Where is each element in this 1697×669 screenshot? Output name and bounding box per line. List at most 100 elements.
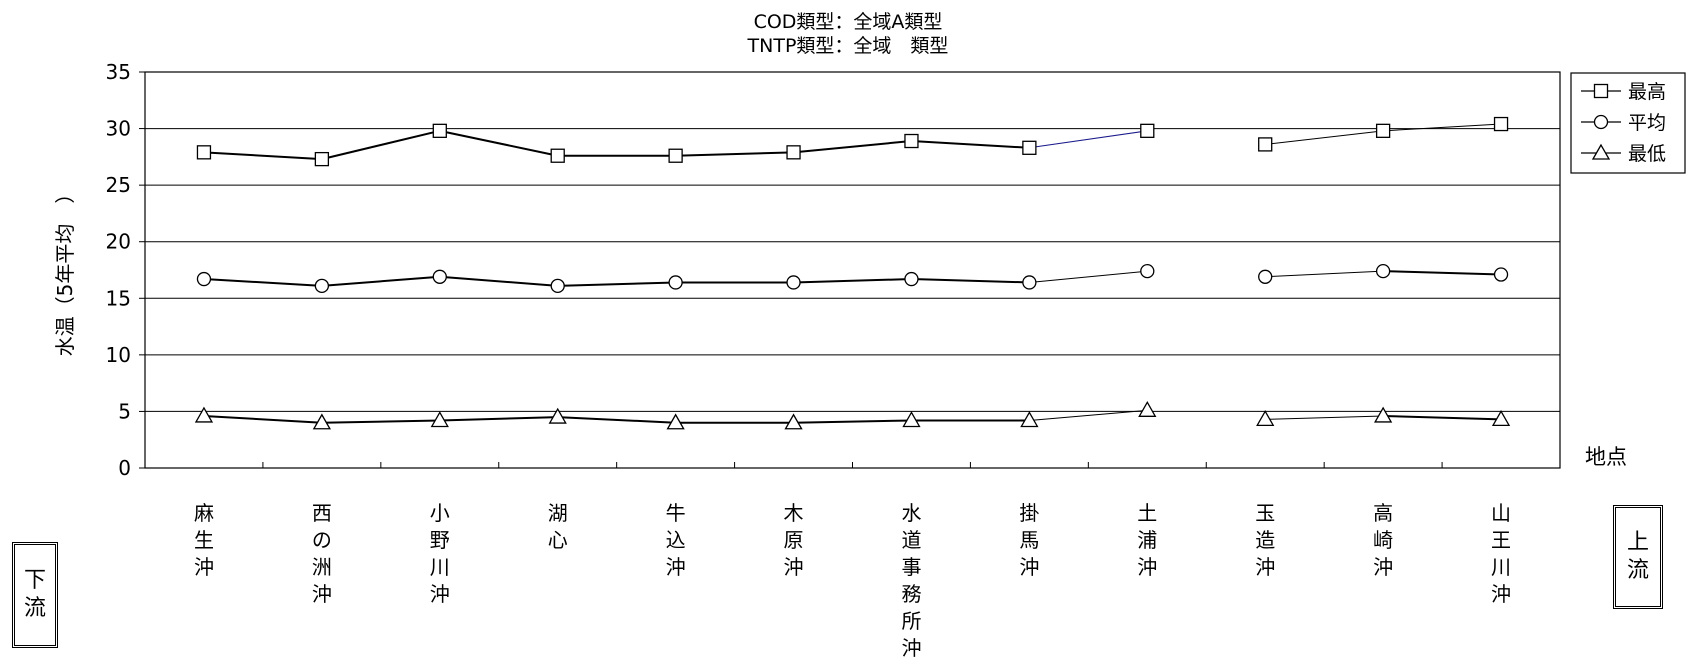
x-tick-label-char: 川 bbox=[1491, 555, 1511, 579]
data-point-circle bbox=[1375, 263, 1391, 279]
x-tick-label-char: 沖 bbox=[430, 582, 450, 606]
data-point-circle bbox=[1140, 263, 1155, 279]
y-axis-label: 水温（5年平均 ） bbox=[53, 184, 77, 357]
y-tick-label: 20 bbox=[106, 230, 131, 254]
chart-title-line: COD類型：全域A類型 bbox=[754, 11, 943, 33]
series-line-segment bbox=[557, 281, 676, 287]
data-point-triangle bbox=[1138, 400, 1157, 417]
legend-label: 最低 bbox=[1628, 143, 1666, 165]
data-point-circle bbox=[432, 269, 447, 284]
x-tick-label-char: 道 bbox=[901, 528, 921, 552]
data-point-triangle bbox=[1020, 411, 1039, 428]
y-tick-label: 35 bbox=[106, 60, 131, 84]
data-point-triangle bbox=[312, 413, 331, 430]
series-line-segment bbox=[321, 419, 440, 424]
y-tick-label: 0 bbox=[118, 456, 131, 480]
x-tick-label-char: 湖 bbox=[548, 501, 568, 525]
data-point-circle bbox=[314, 278, 330, 293]
x-tick-label-char: 造 bbox=[1255, 528, 1275, 552]
series-line-segment bbox=[1029, 409, 1148, 421]
data-point-circle bbox=[904, 271, 919, 287]
data-point-circle bbox=[196, 271, 212, 287]
series-line-segment bbox=[1029, 270, 1148, 283]
series-line-segment bbox=[911, 140, 1030, 149]
data-point-circle bbox=[1022, 275, 1037, 290]
data-point-triangle bbox=[548, 407, 567, 424]
x-tick-label-char: 沖 bbox=[194, 555, 214, 579]
series-line-segment bbox=[203, 151, 322, 161]
upstream-label: 上流 bbox=[1626, 530, 1649, 583]
x-tick-label-char: 沖 bbox=[1019, 555, 1039, 579]
x-tick-label-char: 心 bbox=[548, 528, 568, 552]
series-line-segment bbox=[793, 140, 912, 154]
series-line-segment bbox=[557, 416, 676, 424]
data-point-circle bbox=[668, 275, 683, 290]
x-tick-label-char: 木 bbox=[784, 501, 804, 525]
legend-marker bbox=[1593, 83, 1609, 99]
x-tick-label-char: 崎 bbox=[1373, 528, 1393, 552]
data-point-triangle bbox=[902, 411, 921, 428]
x-tick-label-char: 掛 bbox=[1019, 501, 1039, 525]
x-tick-label-char: 事 bbox=[901, 555, 921, 579]
x-tick-label-char: 生 bbox=[194, 528, 214, 552]
x-axis-label: 地点 bbox=[1585, 445, 1627, 469]
data-point-circle bbox=[1258, 269, 1273, 284]
x-tick-label-char: 沖 bbox=[666, 555, 686, 579]
data-point-square bbox=[550, 148, 565, 163]
x-tick-label-char: 馬 bbox=[1019, 528, 1039, 552]
data-point-triangle bbox=[194, 406, 214, 423]
y-tick-label: 10 bbox=[106, 343, 131, 367]
series-line-segment bbox=[321, 129, 441, 161]
x-tick-label-char: 西 bbox=[312, 501, 332, 525]
x-tick-label-char: 沖 bbox=[1373, 555, 1393, 579]
series-line-segment bbox=[439, 275, 558, 287]
downstream-label-box: 下流 bbox=[12, 542, 58, 648]
x-tick-label-char: 水 bbox=[901, 501, 921, 525]
x-tick-label-char: 込 bbox=[666, 528, 686, 552]
data-point-circle bbox=[1493, 267, 1509, 282]
series-line-segment bbox=[439, 129, 558, 157]
data-point-triangle bbox=[784, 413, 803, 430]
series-line-segment bbox=[203, 414, 322, 424]
x-tick-label-char: 浦 bbox=[1137, 528, 1157, 552]
x-tick-label-char: 沖 bbox=[1491, 582, 1511, 606]
data-point-square bbox=[1140, 123, 1155, 138]
data-point-square bbox=[1022, 140, 1037, 155]
x-tick-label-char: 小 bbox=[430, 501, 450, 525]
upstream-label-box: 上流 bbox=[1613, 505, 1663, 609]
data-point-square bbox=[668, 148, 683, 163]
data-point-square bbox=[904, 133, 919, 149]
x-tick-label-char: 沖 bbox=[1255, 555, 1275, 579]
downstream-label: 下流 bbox=[23, 568, 46, 621]
series-line-segment bbox=[1265, 270, 1384, 278]
x-tick-label-char: 牛 bbox=[666, 501, 686, 525]
x-tick-label-char: 王 bbox=[1491, 528, 1511, 552]
data-point-triangle bbox=[1491, 410, 1511, 426]
series-line-segment bbox=[793, 278, 912, 284]
legend-box bbox=[1570, 72, 1686, 174]
chart-title-line: TNTP類型：全域 類型 bbox=[747, 35, 949, 57]
series-line-segment bbox=[1383, 414, 1502, 421]
plot-area bbox=[144, 71, 1561, 469]
data-point-square bbox=[196, 145, 212, 160]
data-point-square bbox=[432, 123, 447, 138]
data-point-triangle bbox=[666, 413, 685, 430]
data-point-square bbox=[314, 151, 330, 167]
series-line-segment bbox=[1265, 130, 1384, 145]
data-point-triangle bbox=[430, 411, 449, 428]
x-tick-label-char: 高 bbox=[1373, 501, 1393, 525]
x-tick-label-char: 沖 bbox=[901, 636, 921, 660]
series-line-segment bbox=[1383, 270, 1502, 276]
data-point-triangle bbox=[1256, 410, 1275, 426]
x-tick-label-char: 沖 bbox=[312, 582, 332, 606]
y-tick-label: 15 bbox=[106, 286, 131, 310]
series-line-segment bbox=[675, 151, 794, 157]
series-line-segment bbox=[1383, 123, 1502, 132]
legend-marker bbox=[1591, 143, 1611, 160]
y-tick-label: 30 bbox=[106, 117, 131, 141]
y-tick-label: 5 bbox=[118, 399, 131, 423]
x-tick-label-char: 所 bbox=[901, 609, 921, 633]
legend-label: 最高 bbox=[1628, 81, 1666, 103]
x-tick-label-char: 山 bbox=[1491, 501, 1511, 525]
